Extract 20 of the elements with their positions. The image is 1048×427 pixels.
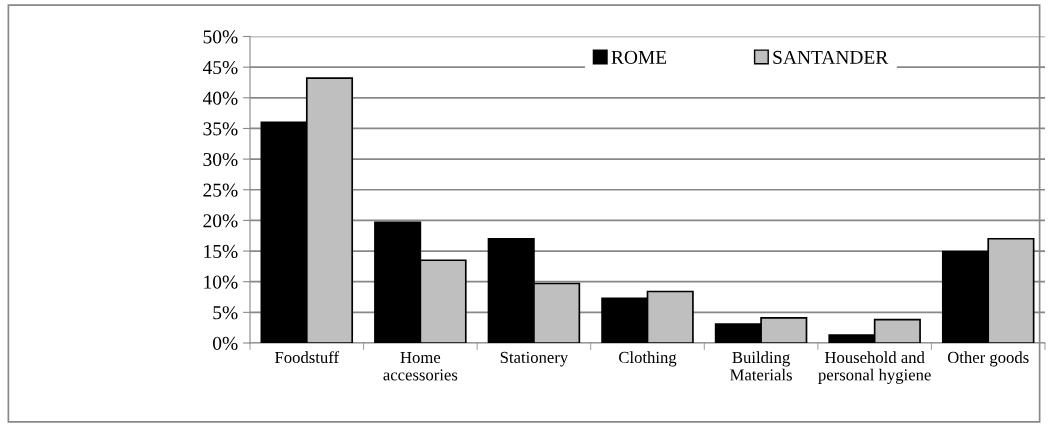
legend-label: ROME: [611, 50, 667, 64]
y-tick-label: 15%: [204, 244, 238, 259]
y-tick-label: 30%: [203, 152, 238, 167]
y-tick-label: 10%: [204, 275, 238, 289]
x-tick-label: Clothing: [619, 351, 677, 367]
x-tick-label: Stationery: [500, 351, 569, 367]
y-tick-label: 0%: [213, 336, 238, 350]
y-tick-label: 35%: [203, 122, 238, 136]
x-tick-label: Foodstuff: [275, 351, 340, 364]
y-tick-label: 40%: [202, 91, 238, 105]
x-tick-label: Household and personal hygiene: [818, 351, 931, 384]
legend-label: SANTANDER: [773, 50, 889, 64]
y-tick-label: 25%: [203, 183, 238, 197]
y-tick-label: 45%: [202, 60, 238, 75]
y-tick-label: 5%: [213, 306, 238, 320]
x-tick-label: Other goods: [947, 351, 1029, 367]
x-tick-label: Home accessories: [383, 351, 458, 381]
y-tick-label: 20%: [203, 214, 238, 228]
y-tick-label: 50%: [203, 30, 238, 44]
x-tick-label: Building Materials: [730, 351, 792, 381]
